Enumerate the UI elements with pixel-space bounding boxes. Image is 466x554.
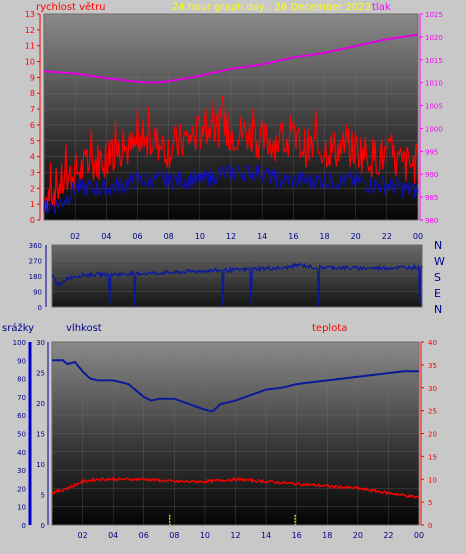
y-tick-label-pressure: 990 [425, 171, 438, 179]
left-axis-label: rychlost větru [36, 1, 106, 13]
x-tick-label: 22 [383, 531, 393, 540]
y-tick-label-rain: 5 [41, 492, 45, 500]
y-tick-label-temperature: 30 [428, 385, 437, 393]
rain-label: srážky [2, 322, 34, 334]
y-tick-label-temperature: 25 [428, 408, 437, 416]
compass-label: S [434, 271, 441, 284]
y-tick-label-rain: 10 [36, 461, 45, 469]
x-tick-label: 02 [77, 531, 87, 540]
x-tick-label: 06 [139, 531, 149, 540]
y-tick-label-wind: 6 [30, 121, 35, 130]
y-tick-label-wind: 7 [30, 105, 35, 114]
y-tick-label-direction: 270 [29, 258, 42, 266]
y-tick-label-humidity: 10 [17, 504, 26, 512]
y-tick-label-pressure: 980 [425, 217, 438, 225]
pressure-line [43, 33, 419, 84]
temperature-label: teplota [312, 323, 347, 334]
y-tick-label-temperature: 5 [428, 499, 432, 507]
y-tick-label-wind: 10 [25, 58, 35, 67]
y-tick-label-pressure: 995 [425, 148, 438, 156]
y-tick-label-humidity: 20 [17, 485, 26, 493]
x-tick-label: 22 [382, 232, 392, 241]
x-tick-label: 18 [319, 232, 329, 241]
y-tick-label-temperature: 40 [428, 339, 437, 347]
x-tick-label: 20 [353, 531, 363, 540]
y-tick-label-temperature: 10 [428, 476, 437, 484]
right-axis-label: tlak [372, 2, 391, 13]
y-tick-label-direction: 180 [29, 273, 42, 281]
y-tick-label-humidity: 30 [17, 467, 26, 475]
y-tick-label-temperature: 20 [428, 431, 437, 439]
x-tick-label: 12 [230, 531, 240, 540]
compass-label: W [434, 255, 445, 268]
x-tick-label: 16 [292, 531, 302, 540]
y-tick-label-rain: 30 [36, 339, 45, 347]
y-tick-label-humidity: 40 [17, 449, 26, 457]
x-tick-label: 00 [414, 531, 424, 540]
x-tick-label: 18 [322, 531, 332, 540]
y-tick-label-wind: 13 [25, 10, 35, 19]
y-tick-label-pressure: 1015 [425, 57, 443, 65]
x-tick-label: 10 [200, 531, 210, 540]
y-tick-label-humidity: 50 [17, 431, 26, 439]
y-tick-label-humidity: 60 [17, 412, 26, 420]
y-tick-label-humidity: 80 [17, 376, 26, 384]
y-tick-label-wind: 1 [30, 200, 35, 209]
x-tick-label: 04 [101, 232, 111, 241]
y-tick-label-wind: 9 [30, 73, 35, 82]
y-tick-label-humidity: 70 [17, 394, 26, 402]
wind-average-line [43, 162, 419, 215]
y-tick-label-temperature: 15 [428, 453, 437, 461]
x-tick-label: 10 [195, 232, 205, 241]
y-tick-label-pressure: 1005 [425, 103, 443, 111]
y-tick-label-rain: 15 [36, 431, 45, 439]
y-tick-label-direction: 0 [38, 304, 42, 312]
temperature-line [51, 476, 420, 499]
x-tick-label: 14 [261, 531, 271, 540]
y-tick-label-wind: 8 [30, 89, 35, 98]
x-tick-label: 16 [288, 232, 298, 241]
y-tick-label-rain: 0 [41, 522, 45, 530]
y-tick-label-wind: 11 [25, 42, 35, 51]
y-tick-label-wind: 5 [30, 137, 35, 146]
wind-direction-line [51, 262, 423, 306]
chart-title: 24 hour graph day : 26 December 2023 [172, 2, 371, 13]
x-tick-label: 12 [226, 232, 236, 241]
y-tick-label-pressure: 1010 [425, 80, 443, 88]
y-tick-label-wind: 0 [30, 216, 35, 225]
x-tick-label: 04 [108, 531, 118, 540]
humidity-label: vlhkost [66, 323, 102, 334]
y-tick-label-pressure: 1025 [425, 11, 443, 19]
x-tick-label: 02 [70, 232, 80, 241]
humidity-line [52, 359, 419, 413]
y-tick-label-wind: 2 [30, 184, 35, 193]
x-tick-label: 00 [413, 232, 423, 241]
y-tick-label-humidity: 100 [13, 339, 26, 347]
y-tick-label-rain: 20 [36, 400, 45, 408]
y-tick-label-wind: 3 [30, 168, 35, 177]
x-tick-label: 08 [169, 531, 179, 540]
y-tick-label-direction: 90 [33, 289, 42, 297]
x-tick-label: 14 [257, 232, 267, 241]
x-tick-label: 08 [164, 232, 174, 241]
y-tick-label-pressure: 985 [425, 194, 438, 202]
y-tick-label-humidity: 0 [22, 522, 26, 530]
compass-label: N [434, 303, 442, 316]
x-tick-label: 06 [132, 232, 142, 241]
y-tick-label-wind: 12 [25, 26, 35, 35]
y-tick-label-pressure: 1020 [425, 34, 443, 42]
y-tick-label-humidity: 90 [17, 357, 26, 365]
y-tick-label-temperature: 35 [428, 362, 437, 370]
y-tick-label-temperature: 0 [428, 522, 432, 530]
compass-label: E [434, 287, 441, 300]
y-tick-label-pressure: 1000 [425, 125, 443, 133]
x-tick-label: 20 [351, 232, 361, 241]
y-tick-label-direction: 360 [29, 242, 42, 250]
wind-gust-line [43, 93, 419, 212]
y-tick-label-wind: 4 [30, 153, 35, 162]
y-tick-label-rain: 25 [36, 370, 45, 378]
compass-label: N [434, 239, 442, 252]
